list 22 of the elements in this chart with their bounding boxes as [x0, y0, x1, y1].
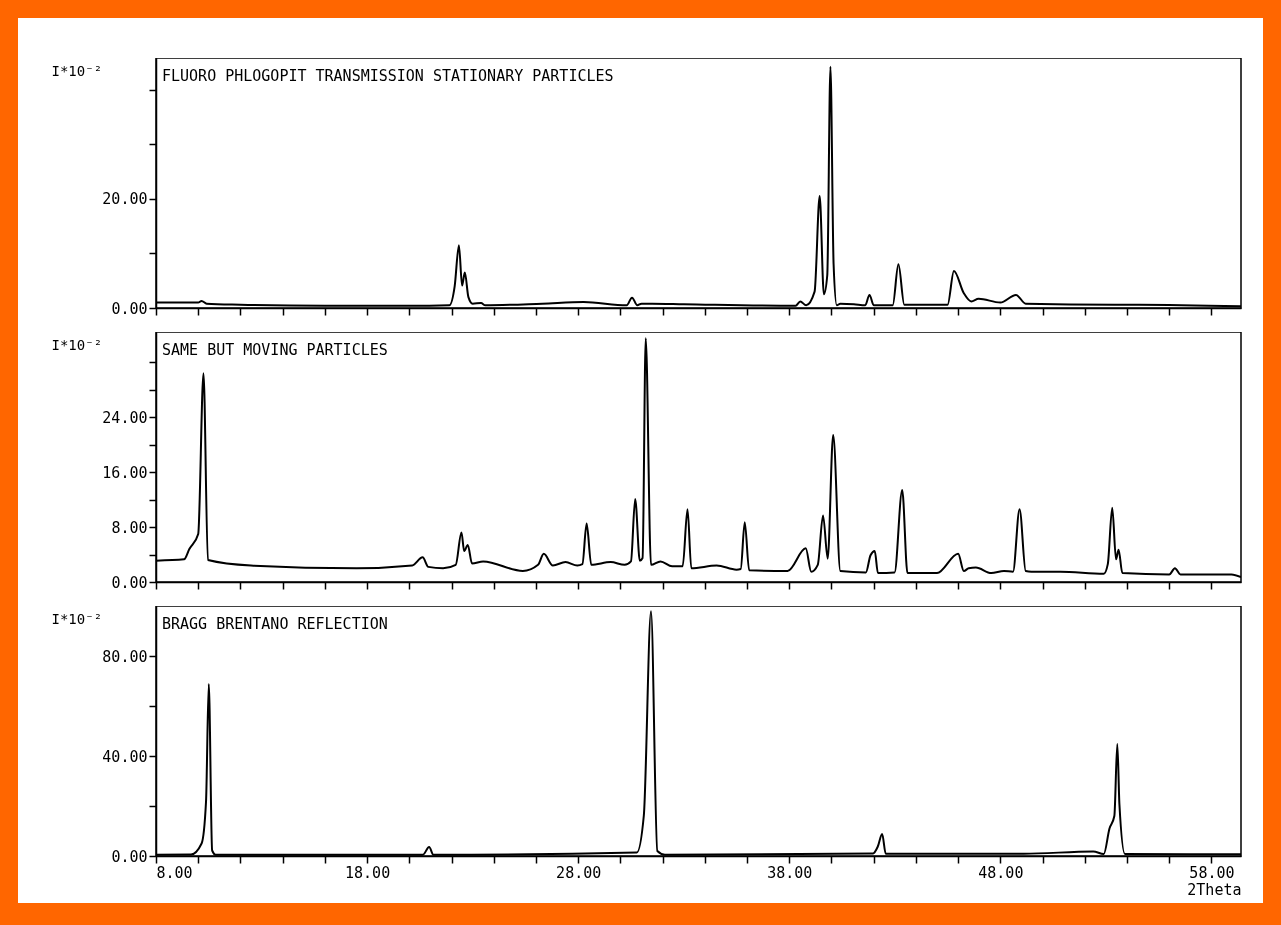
y-tick-label: 8.00 [111, 518, 148, 537]
text: FLUORO PHLOGOPIT TRANSMISSION STATIONARY PARTICLES [162, 67, 614, 85]
x-tick-label: 18.00 [345, 863, 391, 882]
x-tick-label: 38.00 [767, 863, 813, 882]
y-tick-label: 0.00 [111, 847, 148, 866]
y-axis-title: I*10⁻² [51, 62, 103, 79]
y-tick-label: 16.00 [102, 463, 148, 482]
x-tick-label: 28.00 [556, 863, 602, 882]
text: BRAGG BRENTANO REFLECTION [162, 615, 388, 633]
x-tick-label: 48.00 [978, 863, 1024, 882]
y-tick-label: 0.00 [111, 573, 148, 592]
y-tick-label: 40.00 [102, 747, 148, 766]
y-axis-title: I*10⁻² [51, 336, 103, 353]
x-tick-label: 8.00 [156, 863, 193, 882]
y-tick-label: 20.00 [102, 190, 148, 209]
x-tick-label: 58.00 [1189, 863, 1235, 882]
x-axis-title: 2Theta [1187, 880, 1242, 899]
y-tick-label: 80.00 [102, 647, 148, 666]
y-tick-label: 24.00 [102, 408, 148, 427]
text: SAME BUT MOVING PARTICLES [162, 341, 388, 359]
y-tick-label: 0.00 [111, 299, 148, 318]
y-axis-title: I*10⁻² [51, 610, 103, 627]
